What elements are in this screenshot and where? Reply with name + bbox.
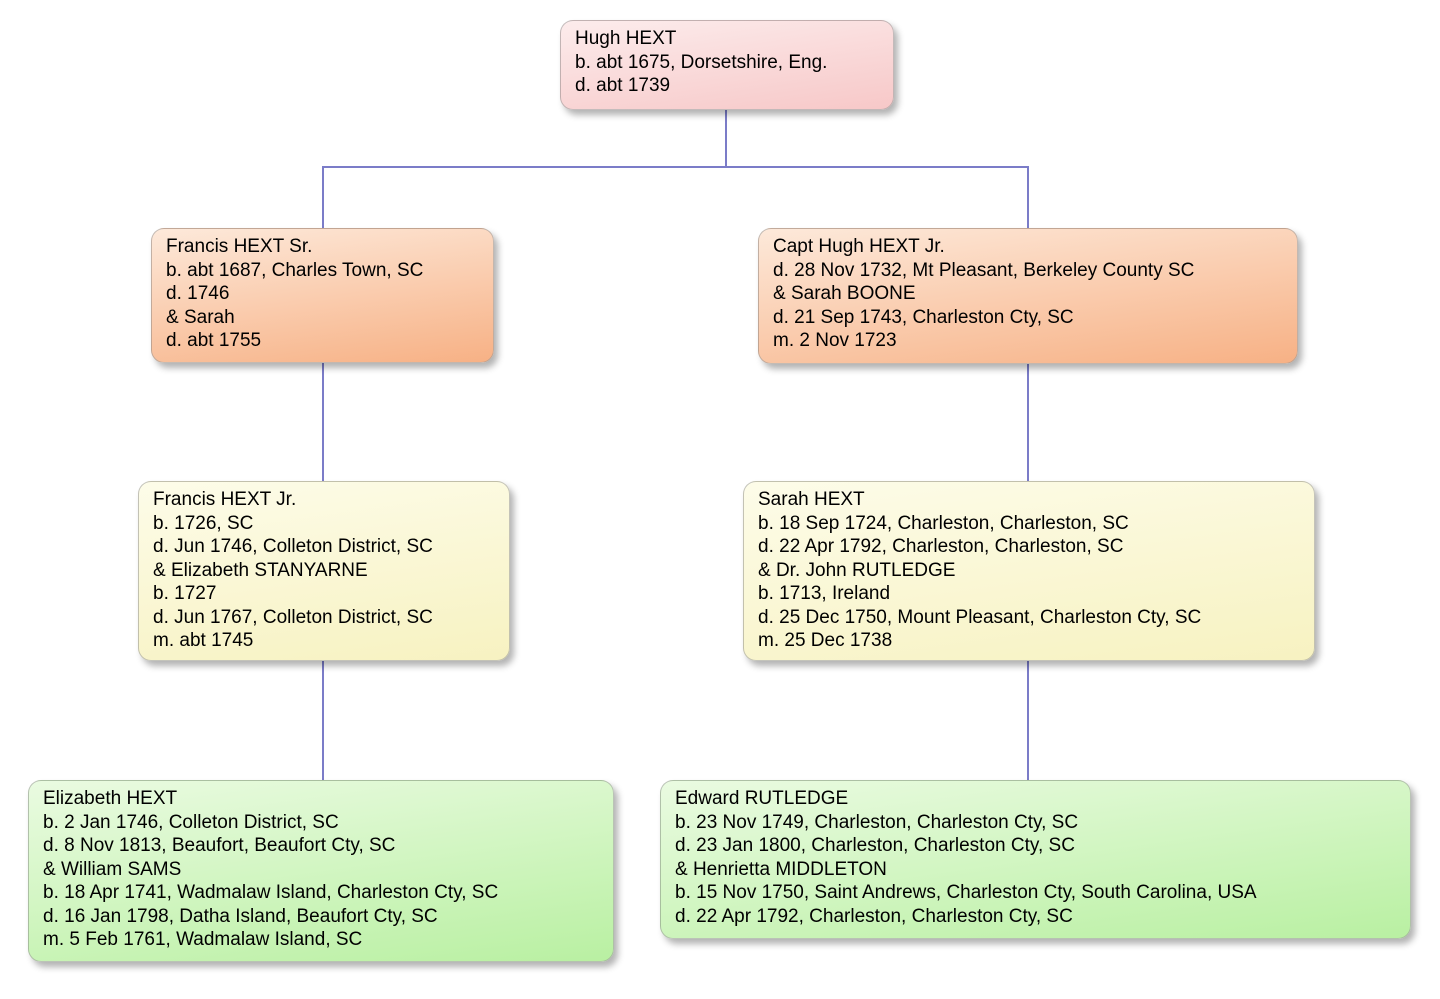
- connector-drop-francis-sr: [322, 166, 324, 229]
- person-detail-line: b. 23 Nov 1749, Charleston, Charleston C…: [675, 811, 1079, 833]
- person-detail-line: & Elizabeth STANYARNE: [153, 559, 368, 581]
- person-node-francis-hext-jr[interactable]: Francis HEXT Jr. b. 1726, SC d. Jun 1746, …: [138, 481, 510, 661]
- person-detail-line: & Henrietta MIDDLETON: [675, 858, 887, 880]
- person-detail-line: b. 15 Nov 1750, Saint Andrews, Charlesto…: [675, 882, 1257, 903]
- person-node-capt-hugh-hext-jr[interactable]: Capt Hugh HEXT Jr. d. 28 Nov 1732, Mt Ple…: [758, 228, 1298, 364]
- person-detail-line: b. 18 Sep 1724, Charleston, Charleston, …: [758, 512, 1129, 534]
- person-detail-line: d. 28 Nov 1732, Mt Pleasant, Berkeley Co…: [773, 259, 1195, 281]
- person-name-line: Hugh HEXT: [575, 28, 677, 49]
- person-detail-line: b. 18 Apr 1741, Wadmalaw Island, Charles…: [43, 882, 499, 903]
- person-name-line: Elizabeth HEXT: [43, 788, 178, 809]
- person-detail-line: d. 16 Jan 1798, Datha Island, Beaufort C…: [43, 905, 438, 927]
- person-name-line: Capt Hugh HEXT Jr.: [773, 236, 945, 257]
- person-detail-line: & Sarah: [166, 306, 235, 328]
- person-name-line: Sarah HEXT: [758, 489, 865, 510]
- person-name-line: Francis HEXT Sr.: [166, 236, 313, 257]
- connector-root-stem: [725, 109, 727, 167]
- person-detail-line: b. 1713, Ireland: [758, 583, 891, 604]
- person-name-line: Edward RUTLEDGE: [675, 788, 849, 809]
- person-detail-line: d. Jun 1746, Colleton District, SC: [153, 536, 433, 557]
- person-detail-line: d. Jun 1767, Colleton District, SC: [153, 606, 433, 628]
- person-name-line: Francis HEXT Jr.: [153, 489, 297, 510]
- person-detail-line: m. 25 Dec 1738: [758, 630, 893, 651]
- person-detail-line: b. 2 Jan 1746, Colleton District, SC: [43, 811, 339, 833]
- person-detail-line: b. abt 1687, Charles Town, SC: [166, 259, 424, 281]
- person-detail-line: d. 21 Sep 1743, Charleston Cty, SC: [773, 306, 1074, 328]
- person-detail-line: b. abt 1675, Dorsetshire, Eng.: [575, 51, 828, 73]
- person-detail-line: m. 5 Feb 1761, Wadmalaw Island, SC: [43, 929, 363, 950]
- person-node-edward-rutledge[interactable]: Edward RUTLEDGE b. 23 Nov 1749, Charlesto…: [660, 780, 1411, 939]
- person-detail-line: d. abt 1739: [575, 75, 671, 96]
- person-detail-line: d. 8 Nov 1813, Beaufort, Beaufort Cty, S…: [43, 835, 396, 856]
- connector-sarah-to-edward: [1027, 660, 1029, 781]
- person-detail-line: m. abt 1745: [153, 630, 254, 651]
- person-detail-line: b. 1726, SC: [153, 512, 254, 534]
- person-detail-line: d. 22 Apr 1792, Charleston, Charleston C…: [675, 905, 1073, 927]
- person-node-francis-hext-sr[interactable]: Francis HEXT Sr. b. abt 1687, Charles Tow…: [151, 228, 494, 363]
- person-detail-line: d. 23 Jan 1800, Charleston, Charleston C…: [675, 835, 1075, 856]
- person-detail-line: & William SAMS: [43, 858, 182, 880]
- person-node-elizabeth-hext[interactable]: Elizabeth HEXT b. 2 Jan 1746, Colleton Di…: [28, 780, 614, 962]
- person-node-sarah-hext[interactable]: Sarah HEXT b. 18 Sep 1724, Charleston, Ch…: [743, 481, 1315, 661]
- person-detail-line: b. 1727: [153, 583, 217, 604]
- person-detail-line: d. 22 Apr 1792, Charleston, Charleston, …: [758, 536, 1124, 557]
- connector-francis-jr-to-elizabeth: [322, 660, 324, 781]
- connector-francis-sr-to-francis-jr: [322, 362, 324, 482]
- person-detail-line: d. 25 Dec 1750, Mount Pleasant, Charlest…: [758, 606, 1202, 628]
- person-detail-line: d. abt 1755: [166, 330, 262, 351]
- connector-generation-bar: [322, 166, 1028, 168]
- person-detail-line: & Dr. John RUTLEDGE: [758, 559, 956, 581]
- connector-capt-hugh-to-sarah: [1027, 363, 1029, 482]
- person-detail-line: d. 1746: [166, 283, 230, 304]
- person-node-hugh-hext[interactable]: Hugh HEXT b. abt 1675, Dorsetshire, Eng. d…: [560, 20, 894, 110]
- person-detail-line: m. 2 Nov 1723: [773, 330, 897, 351]
- connector-drop-capt-hugh: [1027, 166, 1029, 229]
- person-detail-line: & Sarah BOONE: [773, 283, 916, 304]
